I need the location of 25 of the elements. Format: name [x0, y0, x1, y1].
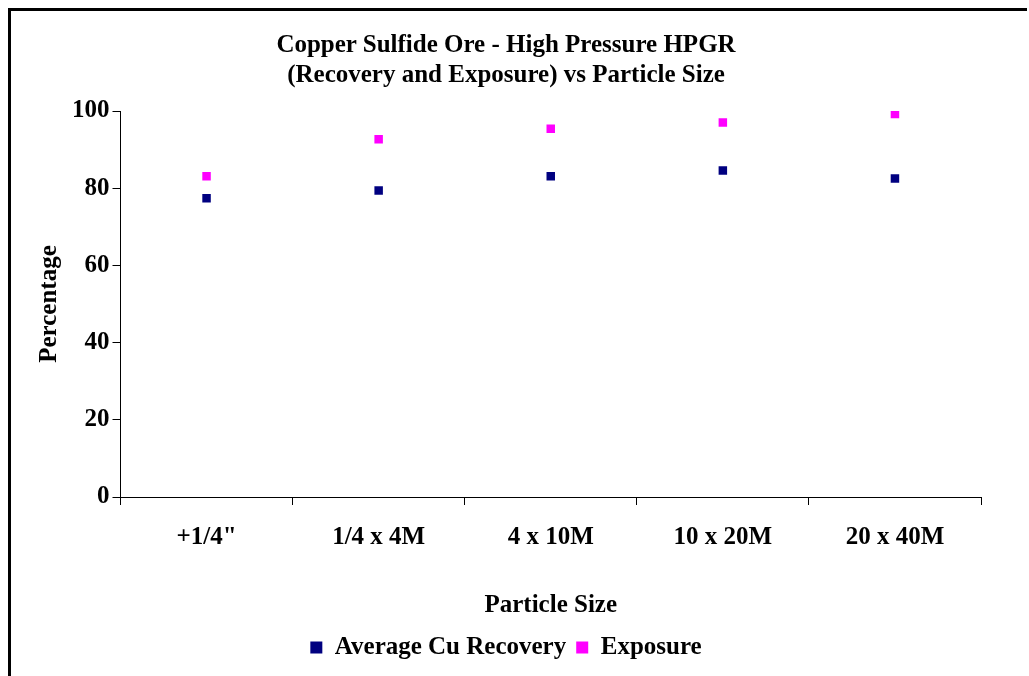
point: [718, 118, 728, 127]
y-tick-label: 80: [84, 172, 110, 200]
y-tick-label: 60: [84, 249, 110, 277]
legend-label: Exposure: [600, 631, 702, 659]
x-tick-label: +1/4": [176, 522, 237, 550]
x-tick-label: 4 x 10M: [507, 522, 594, 550]
y-tick-label: 20: [84, 404, 110, 432]
point: [374, 186, 383, 195]
y-tick-label: 0: [97, 481, 110, 509]
y-axis-title: Percentage: [34, 245, 62, 363]
point: [202, 193, 211, 203]
point: [374, 134, 383, 144]
legend-label: Average Cu Recovery: [334, 631, 567, 659]
point: [890, 174, 900, 183]
text: (Recovery and Exposure) vs Particle Size: [287, 60, 725, 88]
point: [718, 166, 728, 175]
x-tick-label: 1/4 x 4M: [332, 522, 426, 550]
point: [202, 171, 211, 181]
y-tick-label: 100: [72, 95, 110, 123]
y-tick-label: 40: [84, 327, 110, 355]
x-axis-title: Particle Size: [484, 590, 618, 618]
text: Copper Sulfide Ore - High Pressure HPGR: [276, 30, 736, 58]
x-tick-label: 10 x 20M: [673, 522, 773, 550]
x-tick-label: 20 x 40M: [845, 522, 945, 550]
point: [890, 111, 900, 119]
